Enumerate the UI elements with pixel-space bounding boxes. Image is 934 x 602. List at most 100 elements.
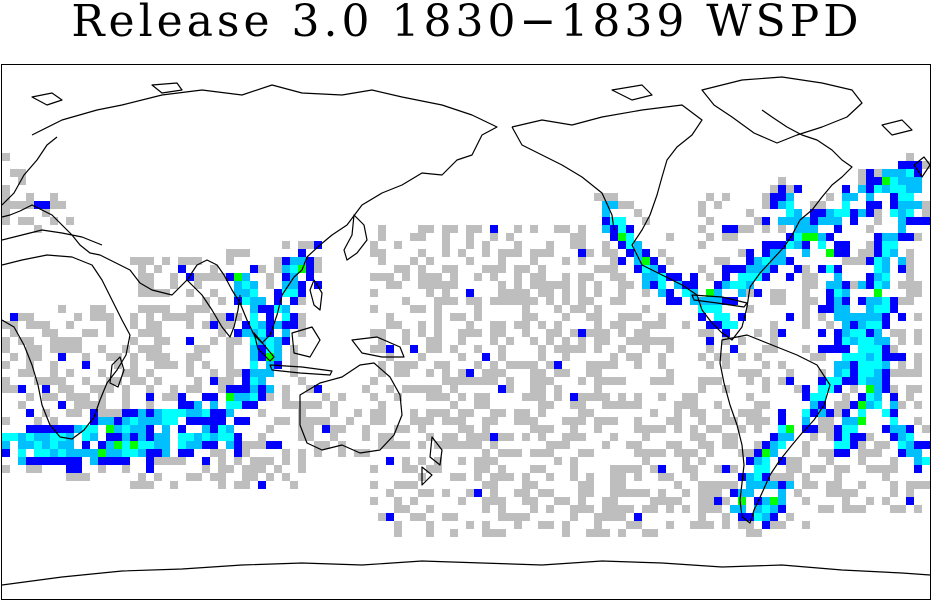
grid-cell [778,225,786,233]
grid-cell [578,257,586,265]
grid-cell [402,265,410,273]
grid-cell [290,361,298,369]
grid-cell [714,257,722,265]
grid-cell [66,441,74,449]
grid-cell [842,353,850,361]
grid-cell [154,417,162,425]
grid-cell [826,305,834,313]
grid-cell [914,401,922,409]
grid-cell [226,345,234,353]
grid-cell [866,449,874,457]
grid-cell [314,241,322,249]
grid-cell [650,377,658,385]
grid-cell [482,377,490,385]
grid-cell [562,433,570,441]
grid-cell [322,425,330,433]
grid-cell [10,385,18,393]
grid-cell [34,441,42,449]
grid-cell [546,361,554,369]
grid-cell [890,457,898,465]
grid-cell [810,425,818,433]
grid-cell [554,369,562,377]
grid-cell [642,425,650,433]
grid-cell [138,265,146,273]
grid-cell [506,377,514,385]
grid-cell [618,217,626,225]
grid-cell [450,377,458,385]
grid-cell [770,201,778,209]
grid-cell [714,377,722,385]
grid-cell [850,329,858,337]
grid-cell [610,321,618,329]
grid-cell [130,409,138,417]
grid-cell [490,369,498,377]
grid-cell [754,449,762,457]
grid-cell [826,281,834,289]
grid-cell [266,345,274,353]
grid-cell [274,353,282,361]
grid-cell [546,337,554,345]
grid-cell [74,401,82,409]
grid-cell [666,297,674,305]
grid-cell [554,497,562,505]
grid-cell [794,233,802,241]
grid-cell [250,377,258,385]
grid-cell [826,233,834,241]
grid-cell [98,401,106,409]
grid-cell [506,337,514,345]
grid-cell [490,497,498,505]
grid-cell [802,305,810,313]
grid-cell [610,505,618,513]
grid-cell [298,257,306,265]
grid-cell [730,489,738,497]
grid-cell [834,489,842,497]
grid-cell [746,257,754,265]
grid-cell [706,489,714,497]
grid-cell [330,401,338,409]
grid-cell [234,281,242,289]
grid-cell [866,321,874,329]
grid-cell [154,377,162,385]
grid-cell [266,457,274,465]
grid-cell [626,401,634,409]
grid-cell [650,337,658,345]
grid-cell [74,393,82,401]
grid-cell [378,417,386,425]
grid-cell [394,521,402,529]
grid-cell [626,505,634,513]
grid-cell [770,521,778,529]
grid-cell [786,209,794,217]
grid-cell [498,473,506,481]
grid-cell [586,313,594,321]
grid-cell [298,449,306,457]
grid-cell [114,377,122,385]
grid-cell [226,313,234,321]
grid-cell [690,401,698,409]
grid-cell [842,337,850,345]
grid-cell [634,449,642,457]
grid-cell [850,489,858,497]
grid-cell [58,337,66,345]
grid-cell [770,329,778,337]
grid-cell [674,449,682,457]
grid-cell [522,289,530,297]
grid-cell [594,521,602,529]
grid-cell [802,473,810,481]
grid-cell [834,209,842,217]
grid-cell [682,489,690,497]
grid-cell [498,369,506,377]
grid-cell [490,481,498,489]
grid-cell [82,473,90,481]
grid-cell [346,417,354,425]
grid-cell [746,209,754,217]
grid-cell [666,345,674,353]
grid-cell [474,401,482,409]
grid-cell [666,337,674,345]
grid-cell [706,289,714,297]
grid-cell [674,481,682,489]
grid-cell [114,361,122,369]
grid-cell [242,321,250,329]
grid-cell [802,321,810,329]
grid-cell [546,521,554,529]
grid-cell [738,409,746,417]
